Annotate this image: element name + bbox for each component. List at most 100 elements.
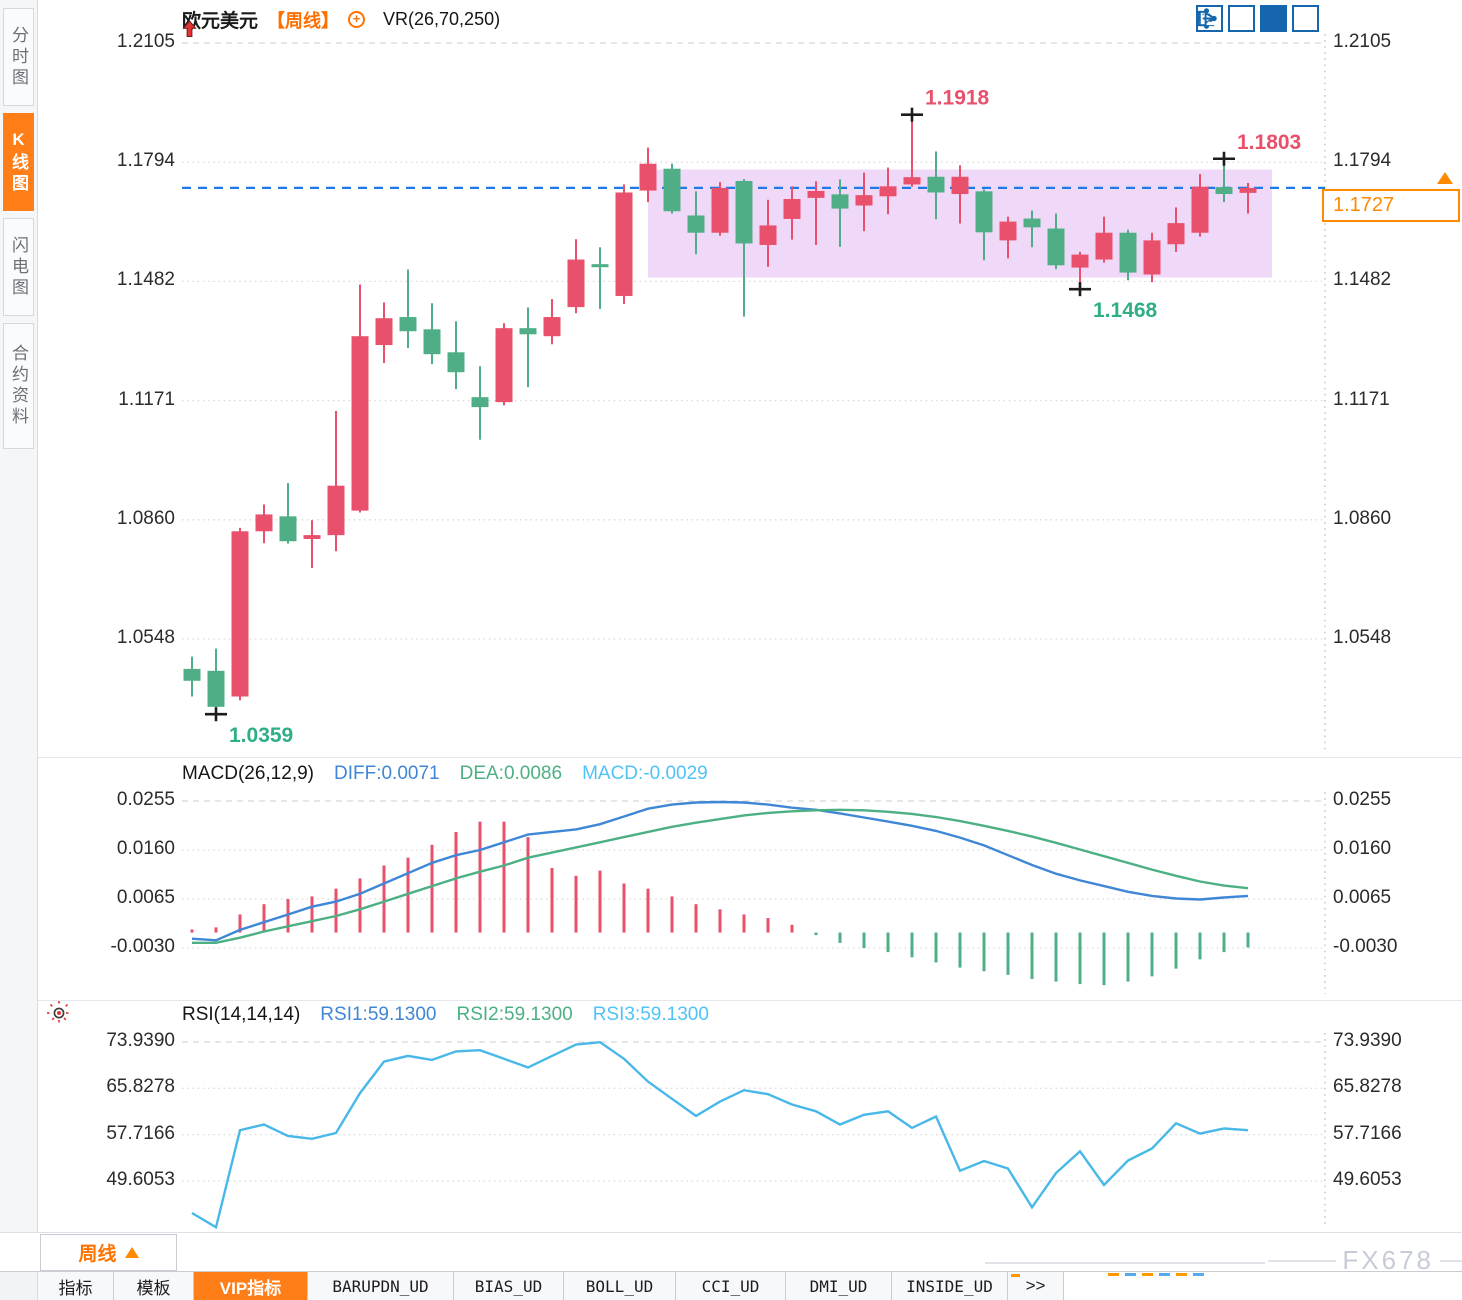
overlay-indicator-label: VR(26,70,250) [383, 9, 501, 29]
period-up-arrow-icon [124, 1247, 139, 1258]
clipped-indicator-dashes [1108, 1273, 1204, 1276]
axis-tick-label: 1.0548 [116, 627, 175, 648]
axis-tick-label: 1.1794 [1333, 150, 1392, 172]
axis-tick-label: 57.7166 [1333, 1122, 1402, 1144]
bottom-tab-7[interactable]: DMI_UD [786, 1272, 892, 1300]
axis-tick-label: 0.0065 [1333, 887, 1392, 908]
sidebar-tab-0[interactable]: 分时图 [3, 8, 34, 106]
axis-tick-label: 73.9390 [106, 1030, 175, 1051]
macd-chart-canvas[interactable] [38, 758, 1462, 1000]
macd-reading-2: MACD:-0.0029 [582, 763, 708, 784]
current-price-box: 1.1727 [1322, 189, 1460, 222]
gridlines [182, 34, 1326, 751]
bottom-strip: 周线 FX678 [0, 1232, 1462, 1275]
price-marker-label: 1.1803 [1237, 131, 1301, 154]
axis-tick-label: 73.9390 [1333, 1030, 1402, 1051]
axis-tick-label: 1.1171 [1333, 388, 1390, 410]
sidebar-tab-1[interactable]: K线图 [3, 113, 34, 211]
scrollbar-track[interactable] [985, 1262, 1265, 1264]
watermark-rule [1440, 1259, 1462, 1262]
price-chart-canvas[interactable]: 1.0359 1.1918 1.1468 1.1803 [38, 0, 1462, 757]
macd-dea-line [192, 808, 1249, 945]
macd-histogram [190, 821, 1250, 986]
bottom-tab-2[interactable]: VIP指标 [194, 1272, 308, 1300]
panel-divider [38, 1000, 1462, 1001]
axis-tick-label: 1.1171 [118, 388, 175, 410]
bottom-tab-0[interactable]: 指标 [38, 1272, 114, 1300]
pan-right-button[interactable] [1197, 5, 1319, 32]
rsi-reading-1: RSI2:59.1300 [456, 1004, 573, 1025]
bottom-tab-filler [1064, 1272, 1462, 1300]
axis-tick-label: 1.2105 [1333, 31, 1392, 52]
price-tag-arrow-icon [1437, 172, 1453, 184]
rsi-readings: RSI1:59.1300 RSI2:59.1300 RSI3:59.1300 [320, 1004, 709, 1026]
bottom-tab-5[interactable]: BOLL_UD [564, 1272, 676, 1300]
axis-tick-label: 49.6053 [1333, 1168, 1402, 1190]
rsi-reading-0: RSI1:59.1300 [320, 1004, 437, 1025]
bottom-tab-1[interactable]: 模板 [114, 1272, 194, 1300]
tab-bar-spacer [0, 1272, 38, 1300]
macd-header: MACD(26,12,9) DIFF:0.0071 DEA:0.0086 MACD:… [182, 763, 708, 785]
axis-tick-label: 0.0160 [1333, 838, 1392, 859]
axis-tick-label: 0.0160 [116, 838, 175, 859]
sidebar-tab-2[interactable]: 闪电图 [3, 218, 34, 316]
macd-reading-1: DEA:0.0086 [459, 763, 563, 784]
axis-tick-label: 1.1482 [116, 269, 175, 291]
price-marker-label: 1.1468 [1093, 299, 1158, 322]
bottom-tab-6[interactable]: CCI_UD [676, 1272, 786, 1300]
axis-tick-label: 49.6053 [106, 1168, 175, 1190]
axis-tick-label: 1.0548 [1333, 627, 1392, 648]
indicator-tab-bar: 指标 模板 VIP指标 BARUPDN_UD BIAS_UD BOLL_UD CCI_UD D… [0, 1271, 1462, 1300]
price-markers: 1.0359 1.1918 1.1468 1.1803 [205, 87, 1301, 747]
bottom-tab-9[interactable]: >> [1008, 1272, 1064, 1300]
axis-tick-label: 1.1482 [1333, 269, 1392, 291]
pan-right-icon [1197, 10, 1215, 27]
axis-tick-label: 1.0860 [116, 507, 175, 529]
bottom-tab-3[interactable]: BARUPDN_UD [308, 1272, 454, 1300]
axis-tick-label: 65.8278 [106, 1076, 175, 1098]
chart-region: 欧元美元 【周线】 + VR(26,70,250) [38, 0, 1462, 1232]
rsi-reading-2: RSI3:59.1300 [592, 1004, 709, 1025]
add-overlay-icon[interactable]: + [348, 11, 366, 28]
bottom-tab-4[interactable]: BIAS_UD [454, 1272, 564, 1300]
gridlines [182, 792, 1326, 994]
axis-tick-label: 1.2105 [116, 31, 175, 52]
macd-reading-0: DIFF:0.0071 [334, 763, 440, 784]
rsi-header: RSI(14,14,14) RSI1:59.1300 RSI2:59.1300 RS… [182, 1004, 709, 1026]
watermark-row: FX678 [1268, 1245, 1462, 1276]
axis-tick-label: 1.0860 [1333, 507, 1392, 529]
axis-tick-label: -0.0030 [110, 936, 175, 957]
candlestick-layer [183, 114, 1257, 713]
chart-toolbar [1196, 5, 1319, 32]
macd-diff-line [191, 800, 1249, 942]
axis-tick-label: 65.8278 [1333, 1076, 1402, 1098]
watermark-text: FX678 [1342, 1245, 1434, 1275]
macd-indicator-name: MACD(26,12,9) [182, 763, 314, 784]
gridlines [182, 1033, 1326, 1226]
period-tag: 【周线】 [267, 10, 340, 31]
period-selector[interactable]: 周线 [40, 1234, 177, 1271]
rsi-indicator-name: RSI(14,14,14) [182, 1004, 301, 1025]
rsi-chart-canvas[interactable] [38, 1000, 1462, 1232]
chart-type-sidebar: 分时图 K线图闪电图合约资料 [0, 0, 38, 1300]
axis-tick-label: -0.0030 [1333, 936, 1398, 957]
rsi-line [191, 1040, 1249, 1230]
chart-header: 欧元美元 【周线】 + VR(26,70,250) [182, 6, 501, 37]
price-marker-label: 1.0359 [229, 724, 293, 747]
watermark-rule [1268, 1259, 1337, 1262]
macd-readings: DIFF:0.0071 DEA:0.0086 MACD:-0.0029 [334, 763, 708, 785]
axis-tick-label: 0.0065 [116, 887, 175, 908]
bottom-tab-8[interactable]: INSIDE_UD [892, 1272, 1008, 1300]
auto-fit-button[interactable] [1200, 5, 1287, 32]
axis-range-button[interactable] [1197, 5, 1255, 32]
price-marker-label: 1.1918 [925, 87, 990, 110]
panel-divider [38, 757, 1462, 758]
axis-tick-label: 0.0255 [116, 789, 175, 810]
symbol-title: 欧元美元 [182, 11, 259, 32]
sidebar-tab-3[interactable]: 合约资料 [3, 323, 34, 449]
axis-tick-label: 0.0255 [1333, 789, 1392, 810]
axis-tick-label: 57.7166 [106, 1122, 175, 1144]
period-selector-label: 周线 [78, 1244, 117, 1265]
axis-tick-label: 1.1794 [116, 150, 175, 172]
